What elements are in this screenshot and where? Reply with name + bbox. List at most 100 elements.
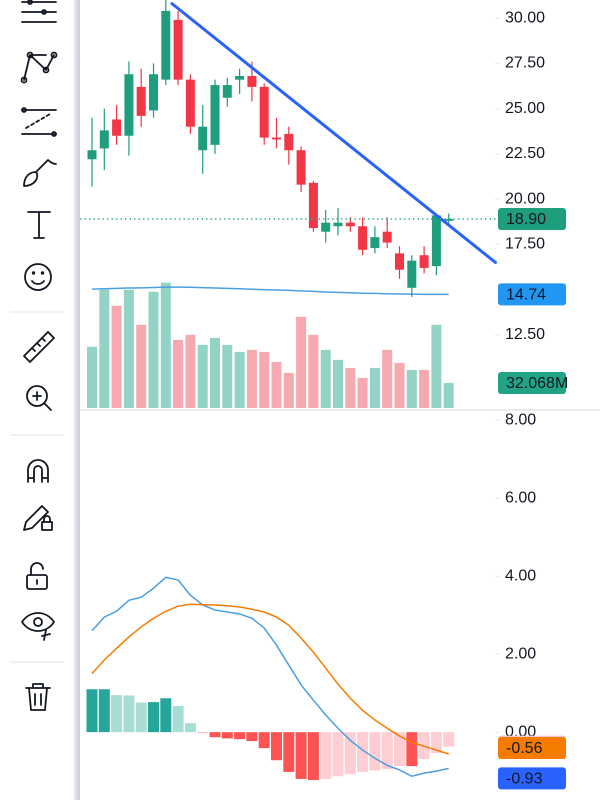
volume-bar bbox=[443, 382, 454, 408]
trendline bbox=[170, 2, 497, 264]
candle-body bbox=[259, 86, 269, 138]
volume-bar bbox=[123, 289, 134, 408]
macd-histogram-bar bbox=[271, 732, 282, 761]
y-tick-label: 17.50 bbox=[505, 236, 545, 253]
lock-drawing-tool[interactable] bbox=[23, 505, 53, 531]
candle-body bbox=[333, 222, 343, 227]
candle-body bbox=[284, 133, 294, 151]
price-tag-label: -0.93 bbox=[506, 771, 543, 788]
candle-body bbox=[321, 222, 331, 232]
delete-tool[interactable] bbox=[25, 683, 51, 711]
candle-body bbox=[272, 137, 281, 140]
macd-histogram-bar bbox=[430, 732, 442, 754]
price-tag bbox=[498, 767, 566, 790]
brush-tool[interactable] bbox=[23, 159, 57, 187]
volume-bar bbox=[197, 344, 208, 408]
macd-histogram-bar bbox=[357, 732, 369, 772]
volume-bar bbox=[160, 282, 171, 408]
y-tick-label: 22.50 bbox=[505, 145, 545, 162]
candle-body bbox=[161, 10, 171, 80]
macd-histogram-bar bbox=[135, 702, 147, 733]
emoji-tool[interactable] bbox=[24, 263, 52, 291]
macd-histogram-bar bbox=[332, 732, 344, 777]
macd-histogram-bar bbox=[283, 732, 295, 772]
volume-bar bbox=[185, 334, 196, 408]
macd-histogram-bar bbox=[209, 732, 221, 738]
macd-histogram-bar bbox=[148, 702, 159, 733]
candle-body bbox=[198, 126, 208, 151]
candle-body bbox=[247, 76, 257, 87]
volume-bar bbox=[431, 324, 442, 408]
macd-line bbox=[91, 603, 449, 755]
macd-histogram-bar bbox=[381, 732, 393, 770]
volume-bar bbox=[87, 346, 97, 408]
macd-histogram-bar bbox=[184, 723, 196, 733]
macd-histogram-bar bbox=[369, 732, 381, 771]
price-tag bbox=[498, 283, 566, 306]
macd-histogram-bar bbox=[394, 732, 405, 767]
macd-histogram-bar bbox=[160, 698, 172, 733]
candle-body bbox=[395, 253, 404, 270]
pattern-tool[interactable] bbox=[20, 51, 58, 84]
lock-tool[interactable] bbox=[26, 562, 48, 590]
volume-bar bbox=[173, 339, 184, 408]
macd-histogram-bar bbox=[98, 689, 110, 733]
y-tick-label: 20.00 bbox=[505, 190, 545, 207]
text-tool[interactable] bbox=[27, 211, 51, 239]
panel-edge bbox=[74, 0, 80, 800]
volume-bar bbox=[320, 349, 331, 408]
macd-histogram-bar bbox=[86, 689, 98, 733]
volume-bar bbox=[99, 289, 110, 408]
candle-body bbox=[210, 85, 220, 145]
macd-histogram-bar bbox=[258, 732, 270, 749]
candle-body bbox=[99, 130, 109, 149]
candle-body bbox=[87, 150, 97, 160]
volume-bar bbox=[111, 305, 122, 408]
magnet-tool[interactable] bbox=[27, 459, 49, 483]
y-tick-label: 8.00 bbox=[505, 411, 536, 428]
candle-body bbox=[112, 119, 122, 136]
zoom-tool[interactable] bbox=[26, 385, 52, 411]
ruler-tool[interactable] bbox=[23, 331, 55, 363]
volume-bar bbox=[333, 359, 343, 408]
candle-body bbox=[173, 19, 183, 80]
candle-body bbox=[444, 219, 454, 221]
price-tag bbox=[498, 371, 566, 394]
y-tick-label: 12.50 bbox=[505, 326, 545, 343]
candle-body bbox=[358, 226, 368, 250]
y-tick-label: 2.00 bbox=[505, 645, 536, 662]
volume-bar bbox=[357, 377, 368, 408]
visibility-tool[interactable] bbox=[21, 612, 55, 641]
volume-bar bbox=[222, 344, 233, 408]
macd-histogram-bar bbox=[406, 732, 418, 767]
macd-histogram-bar bbox=[234, 732, 246, 740]
price-tag-label: 32.068M bbox=[506, 375, 568, 392]
price-tag-label: 14.74 bbox=[506, 287, 546, 304]
volume-bar bbox=[246, 349, 257, 408]
forecast-tool[interactable] bbox=[21, 107, 57, 137]
toolbar bbox=[10, 0, 64, 711]
macd-histogram-bar bbox=[221, 732, 233, 739]
candle-body bbox=[308, 182, 318, 229]
macd-histogram-bar bbox=[111, 695, 123, 733]
candle-body bbox=[235, 76, 245, 80]
candle-body bbox=[431, 215, 441, 267]
price-tag bbox=[498, 736, 566, 759]
candle-body bbox=[382, 231, 392, 243]
y-tick-label: 25.00 bbox=[505, 100, 545, 117]
volume-bar bbox=[283, 372, 294, 408]
candle-body bbox=[370, 237, 380, 248]
price-tag-label: 18.90 bbox=[506, 211, 546, 228]
macd-histogram-bar bbox=[246, 732, 258, 742]
macd-histogram-bar bbox=[307, 732, 319, 781]
volume-bar bbox=[148, 291, 159, 408]
candle-body bbox=[407, 260, 417, 288]
lines-tool[interactable] bbox=[21, 0, 57, 23]
macd-histogram-bar bbox=[320, 732, 332, 779]
candle-body bbox=[185, 79, 195, 127]
y-tick-label: 6.00 bbox=[505, 489, 536, 506]
price-tag bbox=[498, 208, 566, 231]
volume-bar bbox=[271, 361, 282, 408]
candle-body bbox=[149, 74, 158, 111]
